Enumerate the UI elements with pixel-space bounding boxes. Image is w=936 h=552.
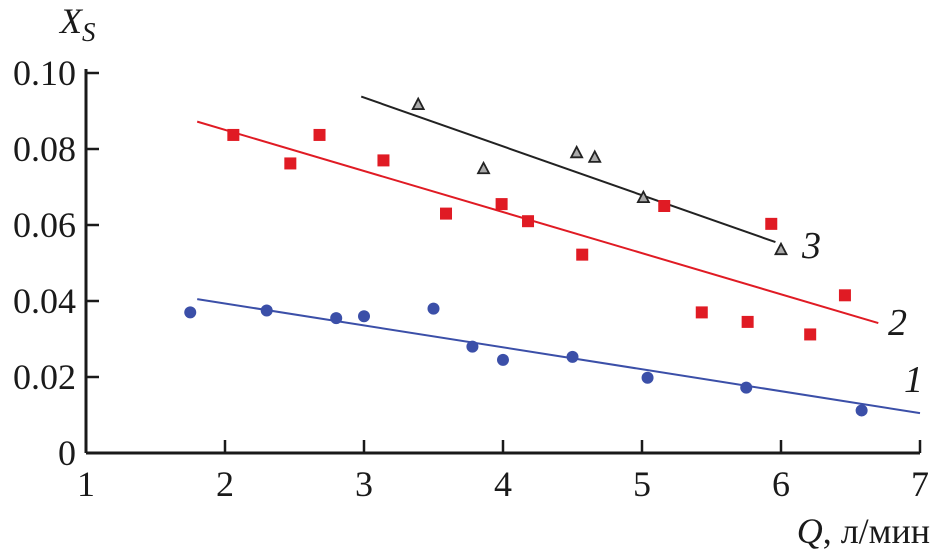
point-series-1	[466, 340, 479, 353]
x-tick-label: 7	[911, 464, 929, 504]
point-series-3	[636, 189, 651, 204]
point-series-1	[566, 350, 579, 363]
x-tick-label: 5	[633, 464, 651, 504]
series-label-1: 1	[904, 359, 923, 401]
x-tick-label: 3	[355, 464, 373, 504]
point-series-2	[838, 289, 851, 302]
fit-line-series-2	[196, 120, 879, 324]
point-series-2	[658, 200, 671, 212]
point-series-1	[740, 381, 753, 394]
point-series-3	[476, 160, 491, 175]
fit-line-series-3	[360, 95, 776, 244]
y-axis-title-subscript: S	[82, 17, 96, 47]
point-series-2	[440, 207, 453, 220]
point-series-1	[260, 304, 273, 317]
data-markers	[184, 96, 868, 417]
series-label-3: 3	[801, 225, 821, 267]
point-series-2	[765, 217, 778, 230]
point-series-2	[522, 215, 535, 228]
point-series-2	[284, 157, 297, 170]
y-tick-label: 0.04	[13, 281, 76, 321]
x-tick-label: 4	[494, 464, 512, 504]
y-tick-label: 0.06	[13, 205, 76, 245]
x-axis-title-variable: Q	[797, 511, 823, 551]
point-series-1	[497, 353, 509, 366]
x-tick-label: 1	[77, 464, 95, 504]
y-tick-label: 0	[58, 433, 76, 473]
point-series-2	[495, 198, 508, 211]
axes: 0 0.02 0.04 0.06 0.08 0.10 1 2 3 4 5 6 7 XS Q, л/мин	[13, 1, 930, 551]
point-series-2	[576, 248, 589, 261]
y-axis-title-main: X	[58, 1, 84, 41]
point-series-3	[569, 144, 584, 159]
point-series-1	[855, 404, 868, 417]
point-series-2	[741, 315, 754, 328]
fit-lines	[196, 95, 921, 415]
point-series-1	[330, 312, 343, 325]
series-label-2: 2	[888, 302, 907, 344]
point-series-3	[587, 149, 602, 163]
point-series-3	[411, 96, 426, 110]
fit-line-series-1	[197, 298, 921, 415]
point-series-2	[695, 306, 708, 319]
point-series-2	[227, 128, 240, 141]
y-axis-title: XS	[58, 1, 96, 47]
point-series-2	[313, 128, 326, 141]
point-series-1	[427, 302, 440, 315]
point-series-1	[641, 371, 654, 384]
x-axis-title-unit: , л/мин	[823, 511, 930, 551]
point-series-2	[377, 154, 390, 167]
x-tick-label: 6	[772, 464, 790, 504]
x-axis-title: Q, л/мин	[797, 511, 930, 551]
point-series-1	[184, 306, 197, 319]
y-tick-label: 0.08	[13, 129, 76, 169]
y-tick-label: 0.10	[13, 53, 76, 93]
series-labels: 1 2 3	[801, 225, 923, 401]
point-series-3	[774, 241, 788, 256]
point-series-2	[804, 328, 817, 341]
x-tick-label: 2	[216, 464, 234, 504]
point-series-1	[358, 310, 370, 323]
y-tick-label: 0.02	[13, 357, 76, 397]
